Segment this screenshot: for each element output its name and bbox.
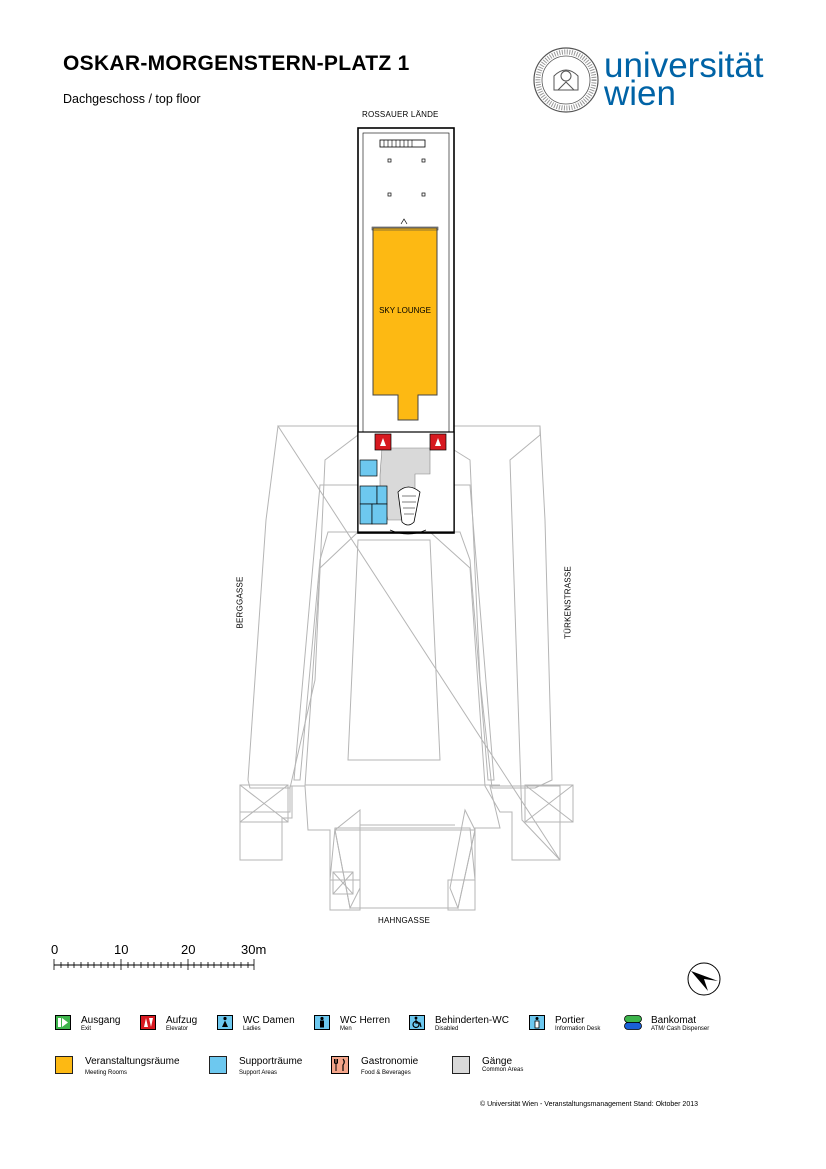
legend-sublabel: Men xyxy=(340,1026,352,1032)
atm-icon xyxy=(624,1015,642,1030)
lower-building-outline xyxy=(239,425,574,911)
wc-ladies-icon xyxy=(217,1015,233,1030)
legend-sublabel: Information Desk xyxy=(555,1026,601,1032)
exit-icon xyxy=(55,1015,71,1030)
legend-sublabel: Food & Beverages xyxy=(361,1070,411,1076)
north-arrow-icon xyxy=(687,962,721,996)
legend-sublabel: Meeting Rooms xyxy=(85,1070,128,1076)
top-floor-tower xyxy=(357,127,455,535)
street-label-south: HAHNGASSE xyxy=(378,916,431,925)
scale-tick-10: 10 xyxy=(114,942,129,957)
legend-label: Bankomat xyxy=(651,1015,697,1026)
legend-sublabel: ATM/ Cash Dispenser xyxy=(651,1026,710,1032)
common-areas-swatch xyxy=(452,1056,470,1074)
copyright-notice: © Universität Wien - Veranstaltungsmanag… xyxy=(480,1101,698,1108)
scale-tick-30: 30m xyxy=(241,942,267,957)
university-wordmark: universität wien xyxy=(604,46,764,113)
legend-sublabel: Support Areas xyxy=(239,1070,278,1076)
legend-sublabel: Elevator xyxy=(166,1026,189,1032)
legend-label: Veranstaltungsräume xyxy=(85,1056,180,1067)
legend-label: Behinderten-WC xyxy=(435,1015,509,1026)
wordmark-line-1: universität xyxy=(604,46,764,85)
page-title: OSKAR-MORGENSTERN-PLATZ 1 xyxy=(63,52,410,75)
legend-label: WC Damen xyxy=(243,1015,295,1026)
floor-plan: SKY LOUNGE xyxy=(239,127,574,911)
street-label-north: ROSSAUER LÄNDE xyxy=(362,110,439,119)
legend-sublabel: Ladies xyxy=(243,1026,261,1032)
legend-label: Gänge xyxy=(482,1056,513,1067)
legend-sublabel: Common Areas xyxy=(482,1067,524,1073)
elevator-icon xyxy=(140,1015,156,1030)
info-desk-icon xyxy=(529,1015,545,1030)
room-label-sky-lounge: SKY LOUNGE xyxy=(379,306,431,315)
legend-label: Aufzug xyxy=(166,1015,198,1026)
legend-label: Ausgang xyxy=(81,1015,121,1026)
legend-label: WC Herren xyxy=(340,1015,391,1026)
legend-label: Portier xyxy=(555,1015,585,1026)
support-areas-swatch xyxy=(209,1056,227,1074)
wordmark-line-2: wien xyxy=(604,74,676,113)
legend-label: Supporträume xyxy=(239,1056,303,1067)
gastronomy-icon xyxy=(331,1056,349,1074)
scale-tick-20: 20 xyxy=(181,942,196,957)
legend-sublabel: Disabled xyxy=(435,1026,459,1032)
wc-disabled-icon xyxy=(409,1015,425,1030)
wc-men-icon xyxy=(314,1015,330,1030)
floor-subtitle: Dachgeschoss / top floor xyxy=(63,92,201,106)
scale-tick-0: 0 xyxy=(51,942,59,957)
legend-sublabel: Exit xyxy=(81,1026,92,1032)
legend-label: Gastronomie xyxy=(361,1056,419,1067)
meeting-rooms-swatch xyxy=(55,1056,73,1074)
university-seal-logo xyxy=(533,47,599,113)
scale-bar xyxy=(53,959,255,970)
